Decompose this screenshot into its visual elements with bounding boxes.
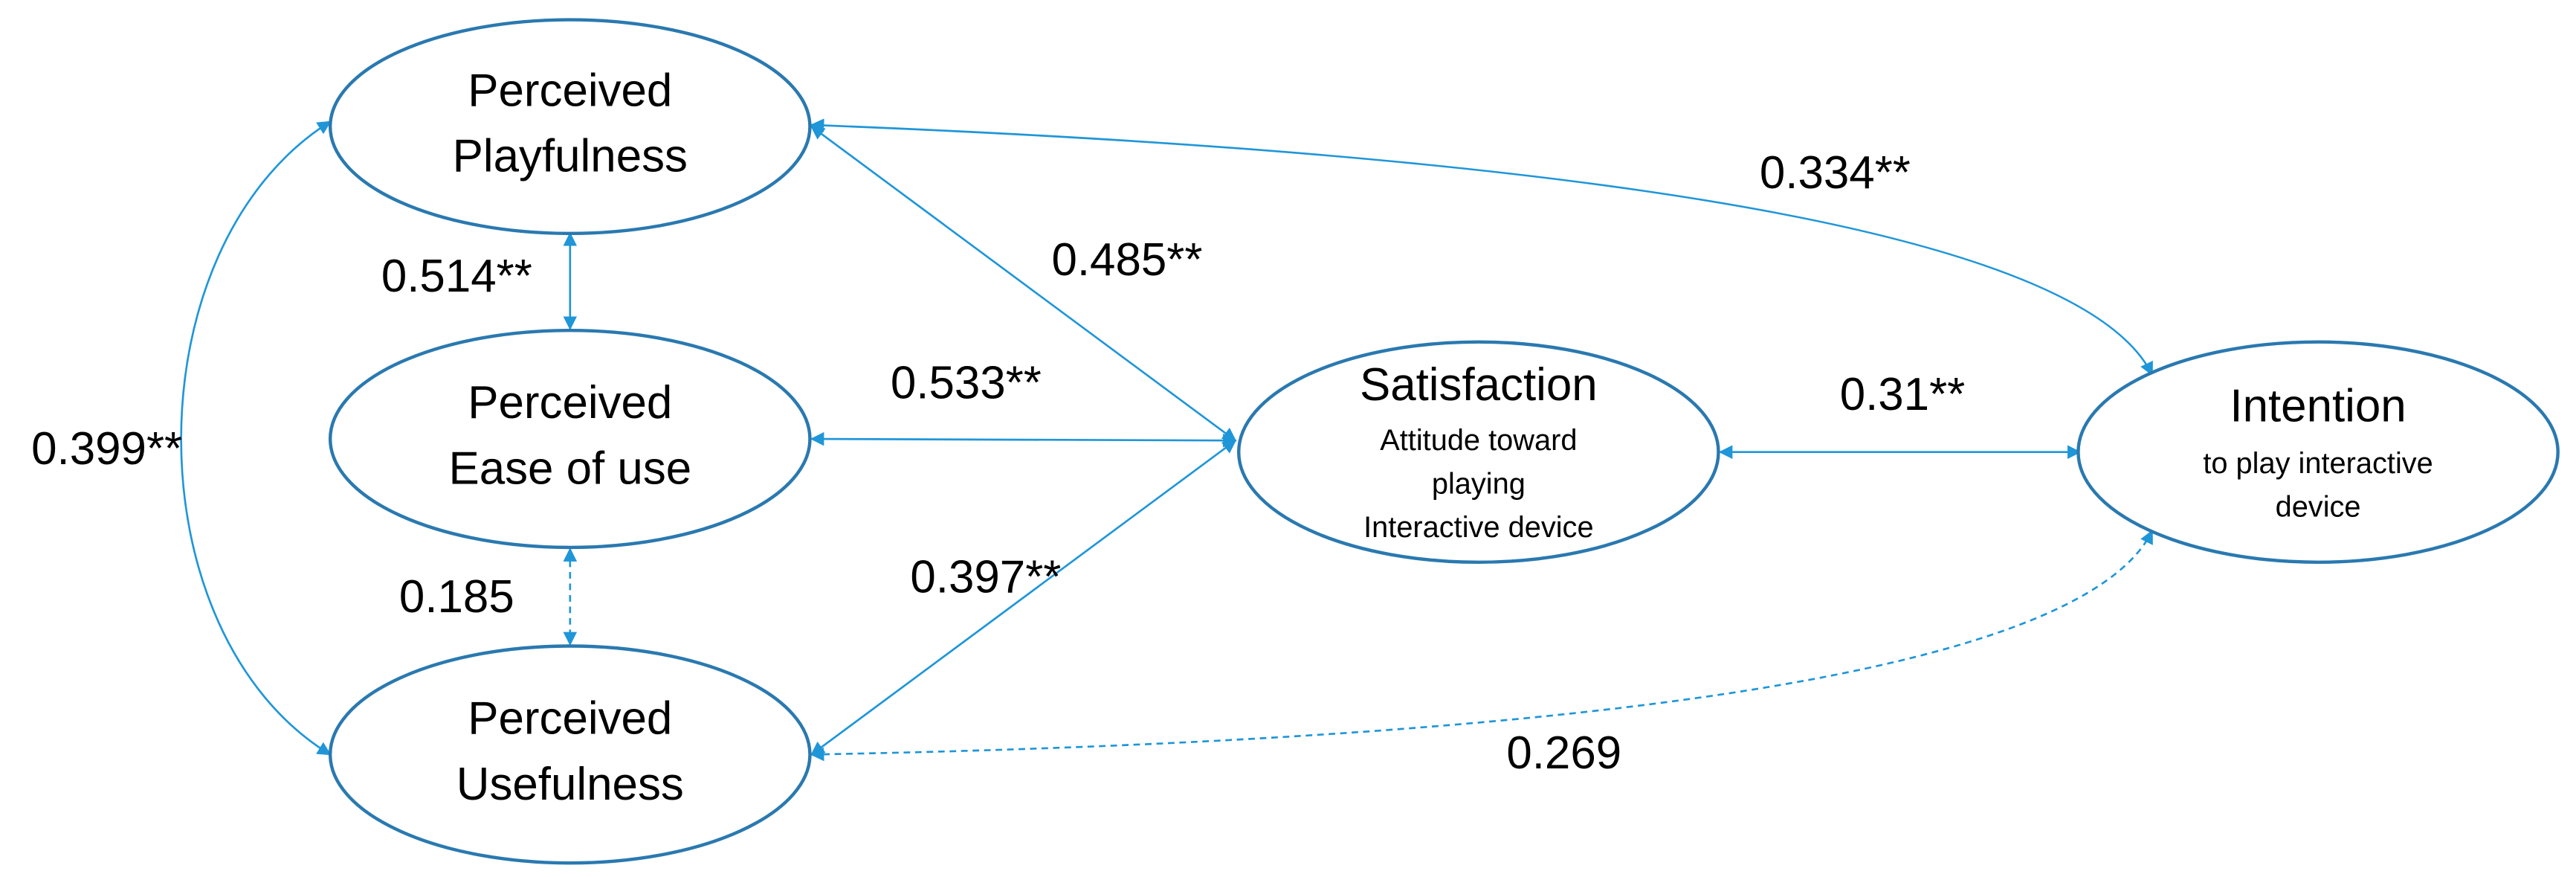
edge-arrow — [180, 121, 332, 756]
edge-label: 0.397** — [910, 551, 1061, 603]
node-subtitle: device — [2276, 490, 2361, 523]
edge-label: 0.31** — [1840, 369, 1966, 420]
node-subtitle: Interactive device — [1363, 511, 1593, 544]
node: Perceived Playfulness — [328, 18, 812, 236]
node-shape — [328, 18, 812, 236]
node: Satisfaction Attitude toward playing Intera… — [1236, 340, 1720, 564]
edge-label: 0.399** — [31, 423, 182, 475]
node-title: Intention — [2230, 381, 2406, 432]
edge-label: 0.269 — [1506, 727, 1621, 779]
node-label: Playfulness — [453, 131, 688, 182]
edge-arrow — [810, 530, 2154, 762]
edge-label: 0.185 — [399, 571, 514, 623]
node-shape — [2076, 340, 2560, 564]
node-label: Perceived — [468, 377, 672, 428]
edge-arrow — [810, 118, 2154, 376]
node-label: Perceived — [468, 693, 672, 744]
node: Intention to play interactive device — [2076, 340, 2560, 564]
node-label: Perceived — [468, 65, 672, 116]
edge-label: 0.485** — [1051, 234, 1202, 286]
edge-arrow — [810, 431, 1237, 448]
edge-label: 0.514** — [381, 251, 532, 302]
node-shape — [328, 328, 812, 550]
node-shape — [1236, 340, 1720, 564]
node-label: Ease of use — [448, 443, 691, 495]
node: Perceived Usefulness — [328, 644, 812, 865]
node-shape — [328, 644, 812, 865]
edge-label: 0.533** — [891, 358, 1042, 409]
node-subtitle: Attitude toward — [1380, 424, 1577, 457]
node-label: Usefulness — [456, 759, 684, 810]
node-subtitle: to play interactive — [2203, 447, 2433, 480]
edge-label: 0.334** — [1760, 147, 1911, 199]
node-subtitle: playing — [1432, 468, 1526, 501]
node-title: Satisfaction — [1360, 359, 1598, 411]
node: Perceived Ease of use — [328, 328, 812, 550]
